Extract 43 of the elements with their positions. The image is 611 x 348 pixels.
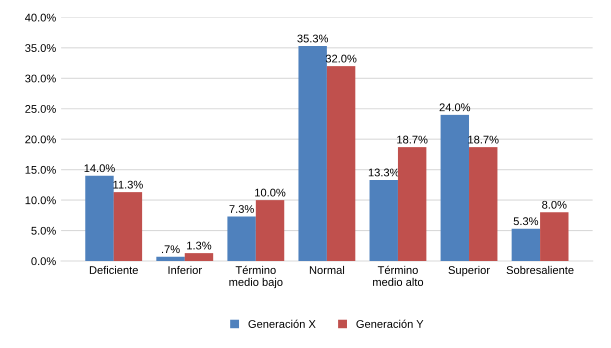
bar bbox=[326, 66, 356, 261]
legend-label: Generación X bbox=[248, 320, 316, 328]
bar bbox=[370, 180, 398, 261]
y-tick-label: 20.0% bbox=[25, 135, 56, 144]
data-label: 24.0% bbox=[440, 103, 470, 112]
legend-label: Generación Y bbox=[356, 320, 424, 328]
y-tick-label: 0.0% bbox=[31, 257, 56, 266]
x-tick-label: Deficiente bbox=[90, 266, 138, 274]
bar bbox=[156, 256, 185, 261]
data-label: .7% bbox=[162, 245, 180, 254]
data-label: 18.7% bbox=[397, 136, 428, 144]
x-tick-label: Término medio alto bbox=[373, 266, 424, 286]
y-tick-label: 10.0% bbox=[26, 196, 56, 204]
data-label: 5.3% bbox=[514, 217, 538, 226]
data-label: 35.3% bbox=[297, 34, 328, 42]
y-tick-label: 5.0% bbox=[31, 226, 56, 235]
x-tick-label: Sobresaliente bbox=[506, 266, 574, 274]
bar bbox=[440, 114, 470, 261]
x-tick-label: Término medio bajo bbox=[229, 266, 283, 288]
y-tick-label: 40.0% bbox=[24, 14, 56, 22]
x-tick-label: Inferior bbox=[168, 266, 202, 274]
x-tick-label: Superior bbox=[448, 266, 490, 276]
data-label: 10.0% bbox=[255, 188, 286, 197]
x-tick-label: Normal bbox=[310, 266, 344, 274]
bar bbox=[469, 147, 498, 261]
bar bbox=[298, 46, 327, 261]
y-tick-label: 25.0% bbox=[25, 105, 56, 113]
data-label: 13.3% bbox=[368, 168, 400, 176]
bar bbox=[398, 147, 426, 261]
data-label: 1.3% bbox=[187, 242, 212, 250]
y-tick-label: 15.0% bbox=[26, 166, 56, 174]
bar bbox=[227, 216, 256, 261]
bar bbox=[184, 253, 214, 261]
bar bbox=[256, 200, 284, 261]
bar bbox=[85, 176, 114, 261]
bar bbox=[512, 228, 540, 261]
bar bbox=[114, 192, 142, 261]
data-label: 14.0% bbox=[84, 164, 115, 172]
data-label: 8.0% bbox=[542, 200, 567, 209]
bar bbox=[540, 212, 569, 261]
y-tick-label: 30.0% bbox=[25, 74, 56, 82]
data-label: 7.3% bbox=[230, 205, 254, 213]
y-tick-label: 35.0% bbox=[25, 44, 56, 52]
